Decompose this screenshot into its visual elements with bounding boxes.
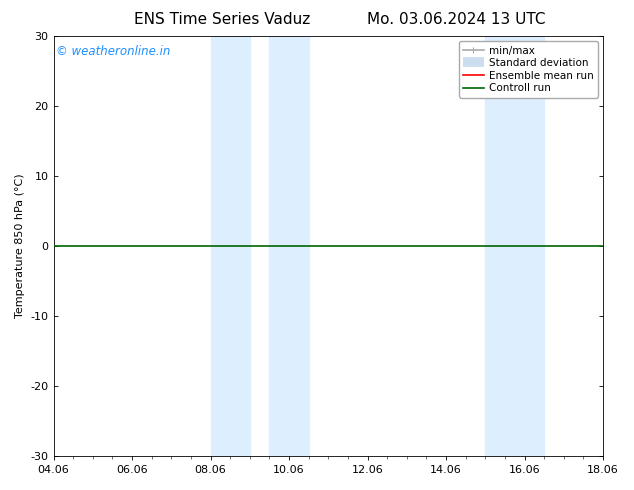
Bar	[269, 36, 309, 456]
Y-axis label: Temperature 850 hPa (°C): Temperature 850 hPa (°C)	[15, 174, 25, 318]
Text: ENS Time Series Vaduz: ENS Time Series Vaduz	[134, 12, 310, 27]
Text: © weatheronline.in: © weatheronline.in	[56, 45, 171, 57]
Text: Mo. 03.06.2024 13 UTC: Mo. 03.06.2024 13 UTC	[367, 12, 546, 27]
Bar	[210, 36, 250, 456]
Legend: min/max, Standard deviation, Ensemble mean run, Controll run: min/max, Standard deviation, Ensemble me…	[459, 41, 598, 98]
Bar	[486, 36, 544, 456]
